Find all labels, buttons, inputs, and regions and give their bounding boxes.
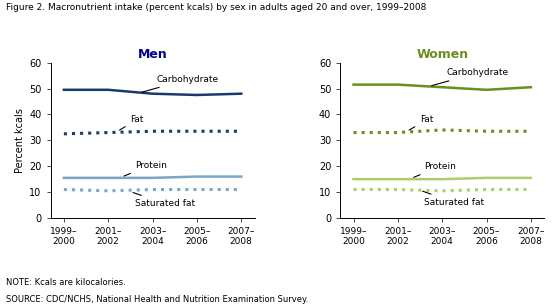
Text: Figure 2. Macronutrient intake (percent kcals) by sex in adults aged 20 and over: Figure 2. Macronutrient intake (percent …	[6, 3, 426, 12]
Text: Carbohydrate: Carbohydrate	[142, 75, 219, 92]
Text: Saturated fat: Saturated fat	[423, 191, 484, 207]
Title: Men: Men	[138, 48, 167, 61]
Text: Fat: Fat	[119, 115, 144, 130]
Text: Fat: Fat	[409, 115, 433, 130]
Text: Protein: Protein	[124, 161, 167, 176]
Text: Carbohydrate: Carbohydrate	[432, 68, 508, 86]
Text: NOTE: Kcals are kilocalories.: NOTE: Kcals are kilocalories.	[6, 278, 125, 287]
Text: Saturated fat: Saturated fat	[133, 192, 195, 208]
Text: SOURCE: CDC/NCHS, National Health and Nutrition Examination Survey.: SOURCE: CDC/NCHS, National Health and Nu…	[6, 295, 308, 304]
Y-axis label: Percent kcals: Percent kcals	[15, 108, 25, 173]
Title: Women: Women	[416, 48, 468, 61]
Text: Protein: Protein	[414, 162, 456, 177]
